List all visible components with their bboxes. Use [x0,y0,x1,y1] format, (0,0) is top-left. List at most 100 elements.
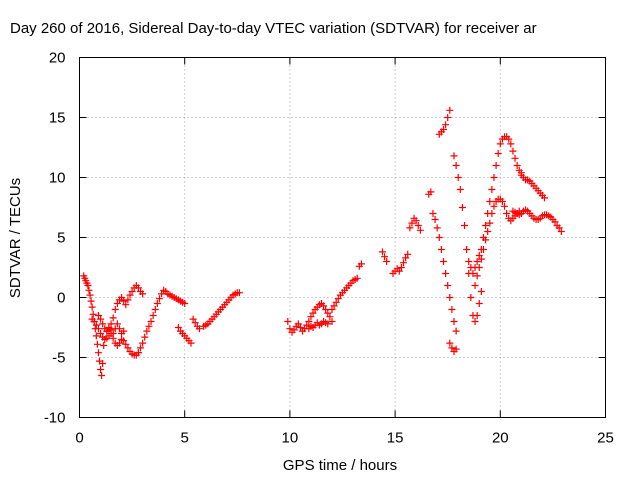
data-point [286,325,294,333]
data-point [473,272,481,280]
data-point [444,114,452,121]
data-point [324,309,332,317]
data-point [439,258,447,265]
data-point [555,224,563,232]
data-point [452,162,460,169]
data-point [322,306,330,313]
data-point [111,306,119,313]
y-tick-label: 15 [49,110,66,127]
data-point [486,219,494,227]
data-point [90,318,98,325]
data-point [305,318,313,325]
data-point [452,327,460,335]
data-point [290,326,298,334]
data-point [294,320,302,328]
data-point [408,219,416,227]
data-point [511,154,519,162]
data-point [439,126,447,133]
y-tick-label: 20 [49,50,66,67]
data-point [433,224,441,232]
data-point [97,315,105,323]
y-axis-label: SDTVAR / TECUs [7,178,24,298]
data-point [465,258,473,265]
y-tick-label: 0 [57,290,65,307]
data-point [482,236,490,244]
data-point [501,202,509,210]
data-point [134,284,142,292]
data-point [482,222,490,229]
data-point [400,259,408,267]
data-point [113,320,121,328]
axis-ticks [79,57,606,418]
data-point [99,320,107,328]
data-point [122,301,130,309]
data-point [296,324,304,331]
data-point [109,314,117,322]
data-point [395,267,403,275]
data-point [437,246,445,253]
y-tick-label: -10 [44,410,66,427]
y-tick-label: 5 [57,230,65,247]
data-point [94,349,102,357]
x-tick-label: 25 [597,430,614,447]
data-point [328,306,336,313]
data-point [86,291,94,299]
data-point [467,294,475,301]
data-point [139,339,147,347]
data-point [145,322,153,330]
data-point [98,372,106,379]
x-tick-label: 10 [282,430,299,447]
data-point [397,264,405,271]
data-point [412,217,420,225]
data-point [431,216,439,223]
data-point [427,188,435,196]
data-point [181,300,189,307]
data-point [107,326,115,334]
data-point [475,264,483,271]
data-point [446,294,454,301]
x-tick-label: 5 [181,430,189,447]
data-point [324,320,332,328]
data-point [461,222,469,229]
data-point [488,210,496,217]
data-point [509,147,517,155]
data-point [450,318,458,325]
data-point [191,319,199,327]
data-point [155,295,163,303]
data-point [99,360,107,367]
data-point [139,290,147,298]
x-axis-label: GPS time / hours [283,457,397,474]
data-point [94,325,102,333]
data-point [452,345,460,353]
data-point [492,162,500,169]
x-tick-label: 15 [387,430,404,447]
data-point [326,313,334,321]
data-point [507,140,515,148]
data-point [126,291,134,299]
data-point [488,186,496,193]
data-point [109,330,117,337]
data-point [141,333,149,341]
data-point [490,202,498,210]
chart-title: Day 260 of 2016, Sidereal Day-to-day VTE… [10,20,537,37]
data-point [444,282,452,289]
data-point [92,332,100,340]
data-point [475,300,483,307]
data-point [143,327,151,335]
data-marks [80,106,565,379]
data-point [235,289,243,297]
data-point [149,312,157,319]
x-tick-label: 0 [75,430,83,447]
data-point [458,204,466,211]
data-point [450,152,458,160]
data-point [540,194,548,202]
data-point [505,135,513,143]
data-point [471,318,479,325]
data-point [479,246,487,253]
data-point [87,297,95,305]
grid [79,57,606,418]
data-point [320,302,328,310]
data-point [94,312,102,319]
data-point [120,337,128,345]
